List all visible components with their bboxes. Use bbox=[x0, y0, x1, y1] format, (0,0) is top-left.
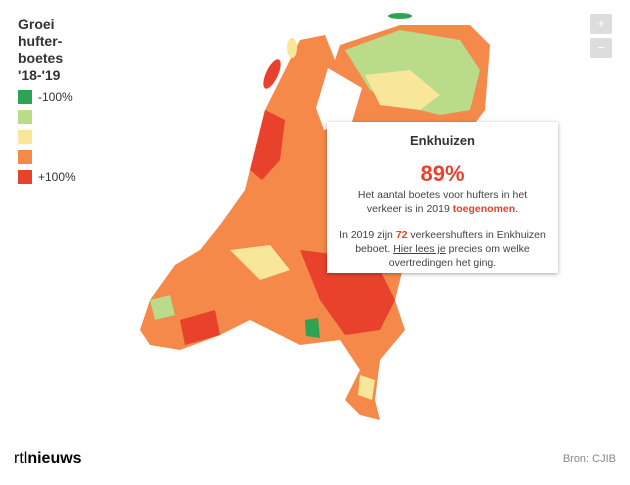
lake bbox=[316, 68, 362, 130]
logo-part: rtl bbox=[14, 450, 28, 467]
legend-title-line: Groei bbox=[18, 16, 55, 32]
legend-title-line: hufter- bbox=[18, 33, 63, 49]
legend-label: +100% bbox=[38, 170, 76, 184]
text: verkeershufters in Enkhuizen beboet. bbox=[355, 229, 546, 255]
legend: Groei hufter-boetes '18-'19 -100% +100% bbox=[18, 16, 76, 184]
legend-title-line: boetes bbox=[18, 50, 64, 66]
logo-part: nieuws bbox=[27, 450, 82, 467]
region bbox=[230, 245, 290, 280]
logo[interactable]: rtlnieuws bbox=[14, 450, 82, 468]
legend-swatch bbox=[18, 170, 32, 184]
legend-item bbox=[18, 150, 63, 164]
region bbox=[250, 110, 285, 180]
legend-swatch bbox=[18, 130, 32, 144]
island bbox=[388, 13, 412, 19]
legend-item bbox=[18, 110, 63, 124]
legend-swatches: -100% +100% bbox=[18, 90, 76, 184]
region bbox=[305, 318, 320, 338]
tooltip-text: Het aantal boetes voor hufters in het ve… bbox=[339, 188, 546, 216]
text: . bbox=[515, 203, 519, 215]
legend-label: -100% bbox=[38, 90, 73, 104]
tooltip-value: 89% bbox=[420, 161, 465, 186]
text: precies om welke overtredingen het ging. bbox=[388, 243, 530, 269]
region bbox=[365, 70, 440, 110]
legend-title-line: '18-'19 bbox=[18, 67, 61, 83]
tooltip-text: In 2019 zijn 72 verkeershufters in Enkhu… bbox=[339, 228, 546, 270]
text: 72 bbox=[395, 229, 408, 241]
legend-title: Groei hufter-boetes '18-'19 bbox=[18, 16, 63, 84]
text: In 2019 zijn bbox=[339, 229, 393, 241]
legend-swatch bbox=[18, 110, 32, 124]
tooltip: Enkhuizen 89% Het aantal boetes voor huf… bbox=[327, 122, 558, 273]
zoom-in[interactable]: + bbox=[590, 14, 612, 34]
legend-swatch bbox=[18, 150, 32, 164]
legend-item: -100% bbox=[18, 90, 73, 104]
region bbox=[150, 295, 175, 320]
island bbox=[287, 38, 297, 58]
text: Het aantal boetes voor hufters in het ve… bbox=[357, 189, 528, 215]
source: Bron: CJIB bbox=[562, 453, 616, 465]
link[interactable]: Hier lees je bbox=[393, 243, 446, 255]
legend-item bbox=[18, 130, 63, 144]
region bbox=[358, 375, 375, 400]
zoom-out[interactable]: − bbox=[590, 38, 612, 58]
island bbox=[263, 59, 281, 89]
tooltip-title: Enkhuizen bbox=[409, 133, 475, 148]
legend-swatch bbox=[18, 90, 32, 104]
text: toegenomen bbox=[452, 203, 516, 215]
region bbox=[180, 310, 220, 345]
legend-item: +100% bbox=[18, 170, 76, 184]
